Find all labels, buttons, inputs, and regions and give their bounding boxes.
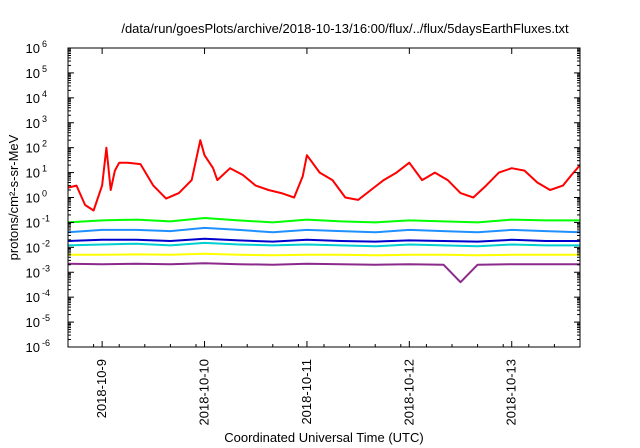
y-tick-exponent: -5 [42, 313, 50, 323]
y-axis-label: protons/cm²-s-sr-MeV [6, 134, 21, 260]
y-tick-label: 10 [26, 240, 40, 255]
series-line-6 [67, 262, 580, 284]
y-tick-label: 10 [26, 91, 40, 106]
y-tick-exponent: 2 [42, 139, 47, 149]
series-line-4 [67, 237, 580, 243]
y-tick-label: 10 [26, 41, 40, 56]
series-line-0 [67, 139, 581, 212]
x-tick-label: 2018-10-9 [94, 359, 109, 418]
y-tick-label: 10 [26, 66, 40, 81]
series-line-5 [68, 252, 580, 257]
y-tick-exponent: 4 [42, 89, 47, 99]
y-tick-label: 10 [26, 191, 40, 206]
y-tick-exponent: 0 [42, 189, 47, 199]
x-axis-label: Coordinated Universal Time (UTC) [224, 430, 423, 445]
y-tick-label: 10 [26, 166, 40, 181]
series-line-3 [67, 241, 580, 248]
y-tick-exponent: -4 [42, 288, 50, 298]
y-tick-label: 10 [26, 265, 40, 280]
x-tick-label: 2018-10-13 [504, 359, 519, 426]
y-tick-exponent: -2 [42, 238, 50, 248]
y-tick-exponent: -1 [42, 213, 50, 223]
x-tick-label: 2018-10-12 [401, 359, 416, 426]
y-tick-label: 10 [26, 290, 40, 305]
chart-title: /data/run/goesPlots/archive/2018-10-13/1… [121, 21, 569, 36]
y-tick-label: 10 [26, 315, 40, 330]
x-axis: 2018-10-9 2018-10-10 2018-10-11 2018-10-12 2… [67, 48, 581, 426]
series-line-2 [67, 226, 581, 234]
y-tick-exponent: 6 [42, 39, 47, 49]
y-tick-exponent: -6 [42, 338, 50, 348]
y-tick-exponent: 3 [42, 114, 47, 124]
y-tick-label: 10 [26, 141, 40, 156]
y-tick-exponent: 5 [42, 64, 47, 74]
series-layer [67, 139, 581, 284]
y-tick-label: 10 [26, 116, 40, 131]
series-line-1 [67, 217, 580, 224]
y-tick-exponent: -3 [42, 263, 50, 273]
y-tick-label: 10 [26, 215, 40, 230]
y-axis: 10 -610 -510 -410 -310 -210 -110 010 110 210 310 41… [26, 39, 580, 355]
plot-frame [67, 47, 581, 348]
x-tick-label: 2018-10-10 [197, 359, 212, 426]
x-tick-label: 2018-10-11 [299, 359, 314, 425]
y-tick-label: 10 [26, 340, 40, 355]
y-tick-exponent: 1 [42, 164, 47, 174]
